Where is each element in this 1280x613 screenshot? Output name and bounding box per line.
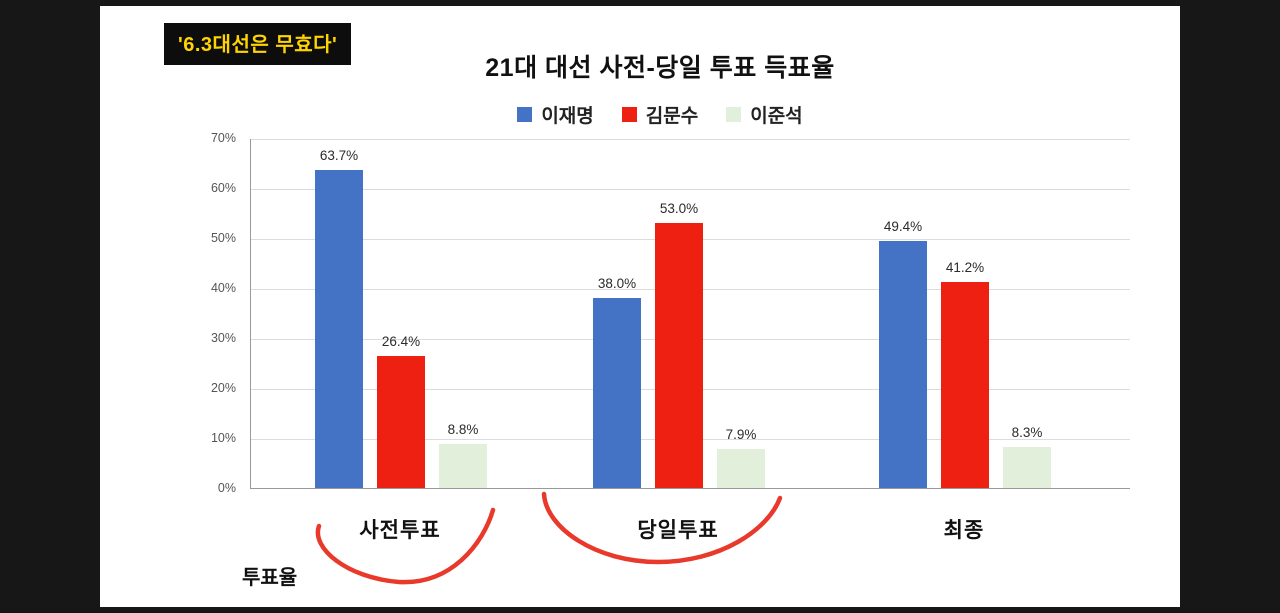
red-underline-annotation-1 [315, 507, 496, 585]
category-label-3: 최종 [943, 519, 985, 542]
y-axis-tick-label: 10% [210, 431, 236, 445]
bar-value-label: 8.3% [1011, 424, 1043, 440]
plot-area: 63.7% 26.4% 8.8% 38.0% 53.0% 7.9% 49.4% 41.2% 8.… [250, 139, 1130, 489]
legend-swatch-red [621, 107, 637, 122]
badge: '6.3대선은 무효다' [164, 23, 352, 65]
bar-이재명: 49.4% [879, 219, 927, 488]
y-axis-tick-label: 20% [210, 381, 236, 395]
bar-이재명: 63.7% [315, 148, 363, 488]
bar-value-label: 8.8% [447, 422, 479, 437]
gridline [251, 139, 1130, 140]
bar-이준석: 7.9% [717, 427, 765, 488]
gridline [251, 189, 1130, 190]
bar-group-3: 49.4% 41.2% 8.3% [879, 219, 1051, 488]
legend-item-1: 이재명 [517, 101, 594, 128]
legend-swatch-blue [517, 107, 533, 122]
legend-item-2: 김문수 [621, 101, 699, 128]
footer-label: 투표율 [242, 567, 298, 589]
bar-value-label: 53.0% [659, 201, 699, 216]
bar-김문수: 26.4% [377, 334, 425, 488]
bar-이재명: 38.0% [593, 276, 641, 488]
category-label-2: 당일투표 [637, 519, 719, 542]
y-axis-tick-label: 50% [210, 231, 236, 245]
bar-value-label: 26.4% [381, 334, 421, 349]
bar-group-1: 63.7% 26.4% 8.8% [315, 148, 487, 488]
legend-label-2: 김문수 [645, 106, 699, 127]
legend-item-3: 이준석 [726, 101, 803, 128]
y-axis-tick-label: 0% [217, 481, 236, 495]
chart-title: 21대 대선 사전-당일 투표 득표율 [485, 54, 835, 82]
bar-이준석: 8.8% [439, 422, 487, 488]
bar-김문수: 41.2% [941, 260, 989, 488]
y-axis-tick-label: 30% [210, 331, 236, 345]
bar-value-label: 38.0% [597, 276, 637, 291]
bar-value-label: 41.2% [945, 260, 985, 275]
y-axis-tick-label: 70% [210, 131, 236, 145]
legend-label-3: 이준석 [750, 106, 803, 127]
bar-value-label: 7.9% [725, 426, 757, 442]
chart-canvas: '6.3대선은 무효다' 21대 대선 사전-당일 투표 득표율 이재명 김문수… [100, 6, 1180, 607]
bar-value-label: 63.7% [319, 147, 359, 163]
bar-value-label: 49.4% [883, 219, 923, 234]
y-axis: 0% 10% 20% 30% 40% 50% 60% 70% [188, 131, 242, 495]
bar-group-2: 38.0% 53.0% 7.9% [593, 201, 765, 488]
y-axis-tick-label: 40% [210, 281, 236, 295]
category-label-1: 사전투표 [359, 519, 441, 542]
bar-이준석: 8.3% [1003, 425, 1051, 488]
bar-김문수: 53.0% [655, 201, 703, 488]
legend-label-1: 이재명 [541, 106, 594, 127]
chart-legend: 이재명 김문수 이준석 [100, 101, 1180, 128]
legend-swatch-green [726, 107, 742, 122]
y-axis-tick-label: 60% [210, 181, 236, 195]
